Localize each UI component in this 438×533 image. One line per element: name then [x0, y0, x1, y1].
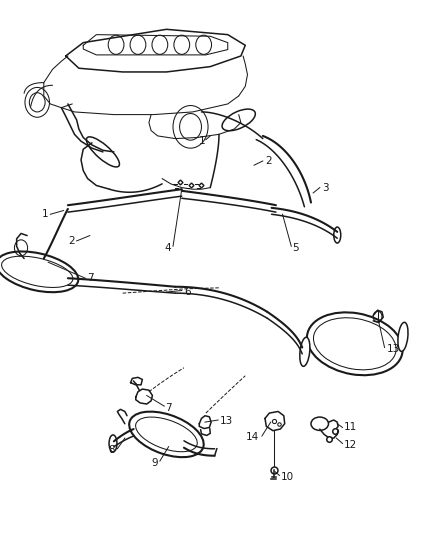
Text: 3: 3 [322, 183, 328, 192]
Text: 6: 6 [184, 287, 191, 297]
Text: 1: 1 [199, 136, 206, 146]
Ellipse shape [398, 322, 408, 351]
Text: 7: 7 [166, 403, 172, 413]
Ellipse shape [334, 227, 341, 243]
Text: 7: 7 [87, 273, 93, 283]
Text: 4: 4 [164, 243, 171, 253]
Text: 8: 8 [108, 446, 115, 455]
Text: 12: 12 [344, 440, 357, 449]
Ellipse shape [109, 435, 117, 452]
Ellipse shape [0, 252, 78, 292]
Text: 2: 2 [68, 236, 74, 246]
Text: 14: 14 [246, 432, 259, 442]
Ellipse shape [129, 411, 204, 457]
Text: 5: 5 [293, 243, 299, 253]
Text: 2: 2 [265, 156, 272, 166]
Text: 11: 11 [344, 423, 357, 432]
Ellipse shape [300, 337, 310, 366]
Ellipse shape [307, 312, 403, 375]
Text: 10: 10 [281, 472, 294, 481]
Text: 1: 1 [42, 209, 48, 219]
Text: 9: 9 [151, 458, 158, 467]
Text: 13: 13 [386, 344, 399, 354]
Text: 13: 13 [220, 416, 233, 426]
